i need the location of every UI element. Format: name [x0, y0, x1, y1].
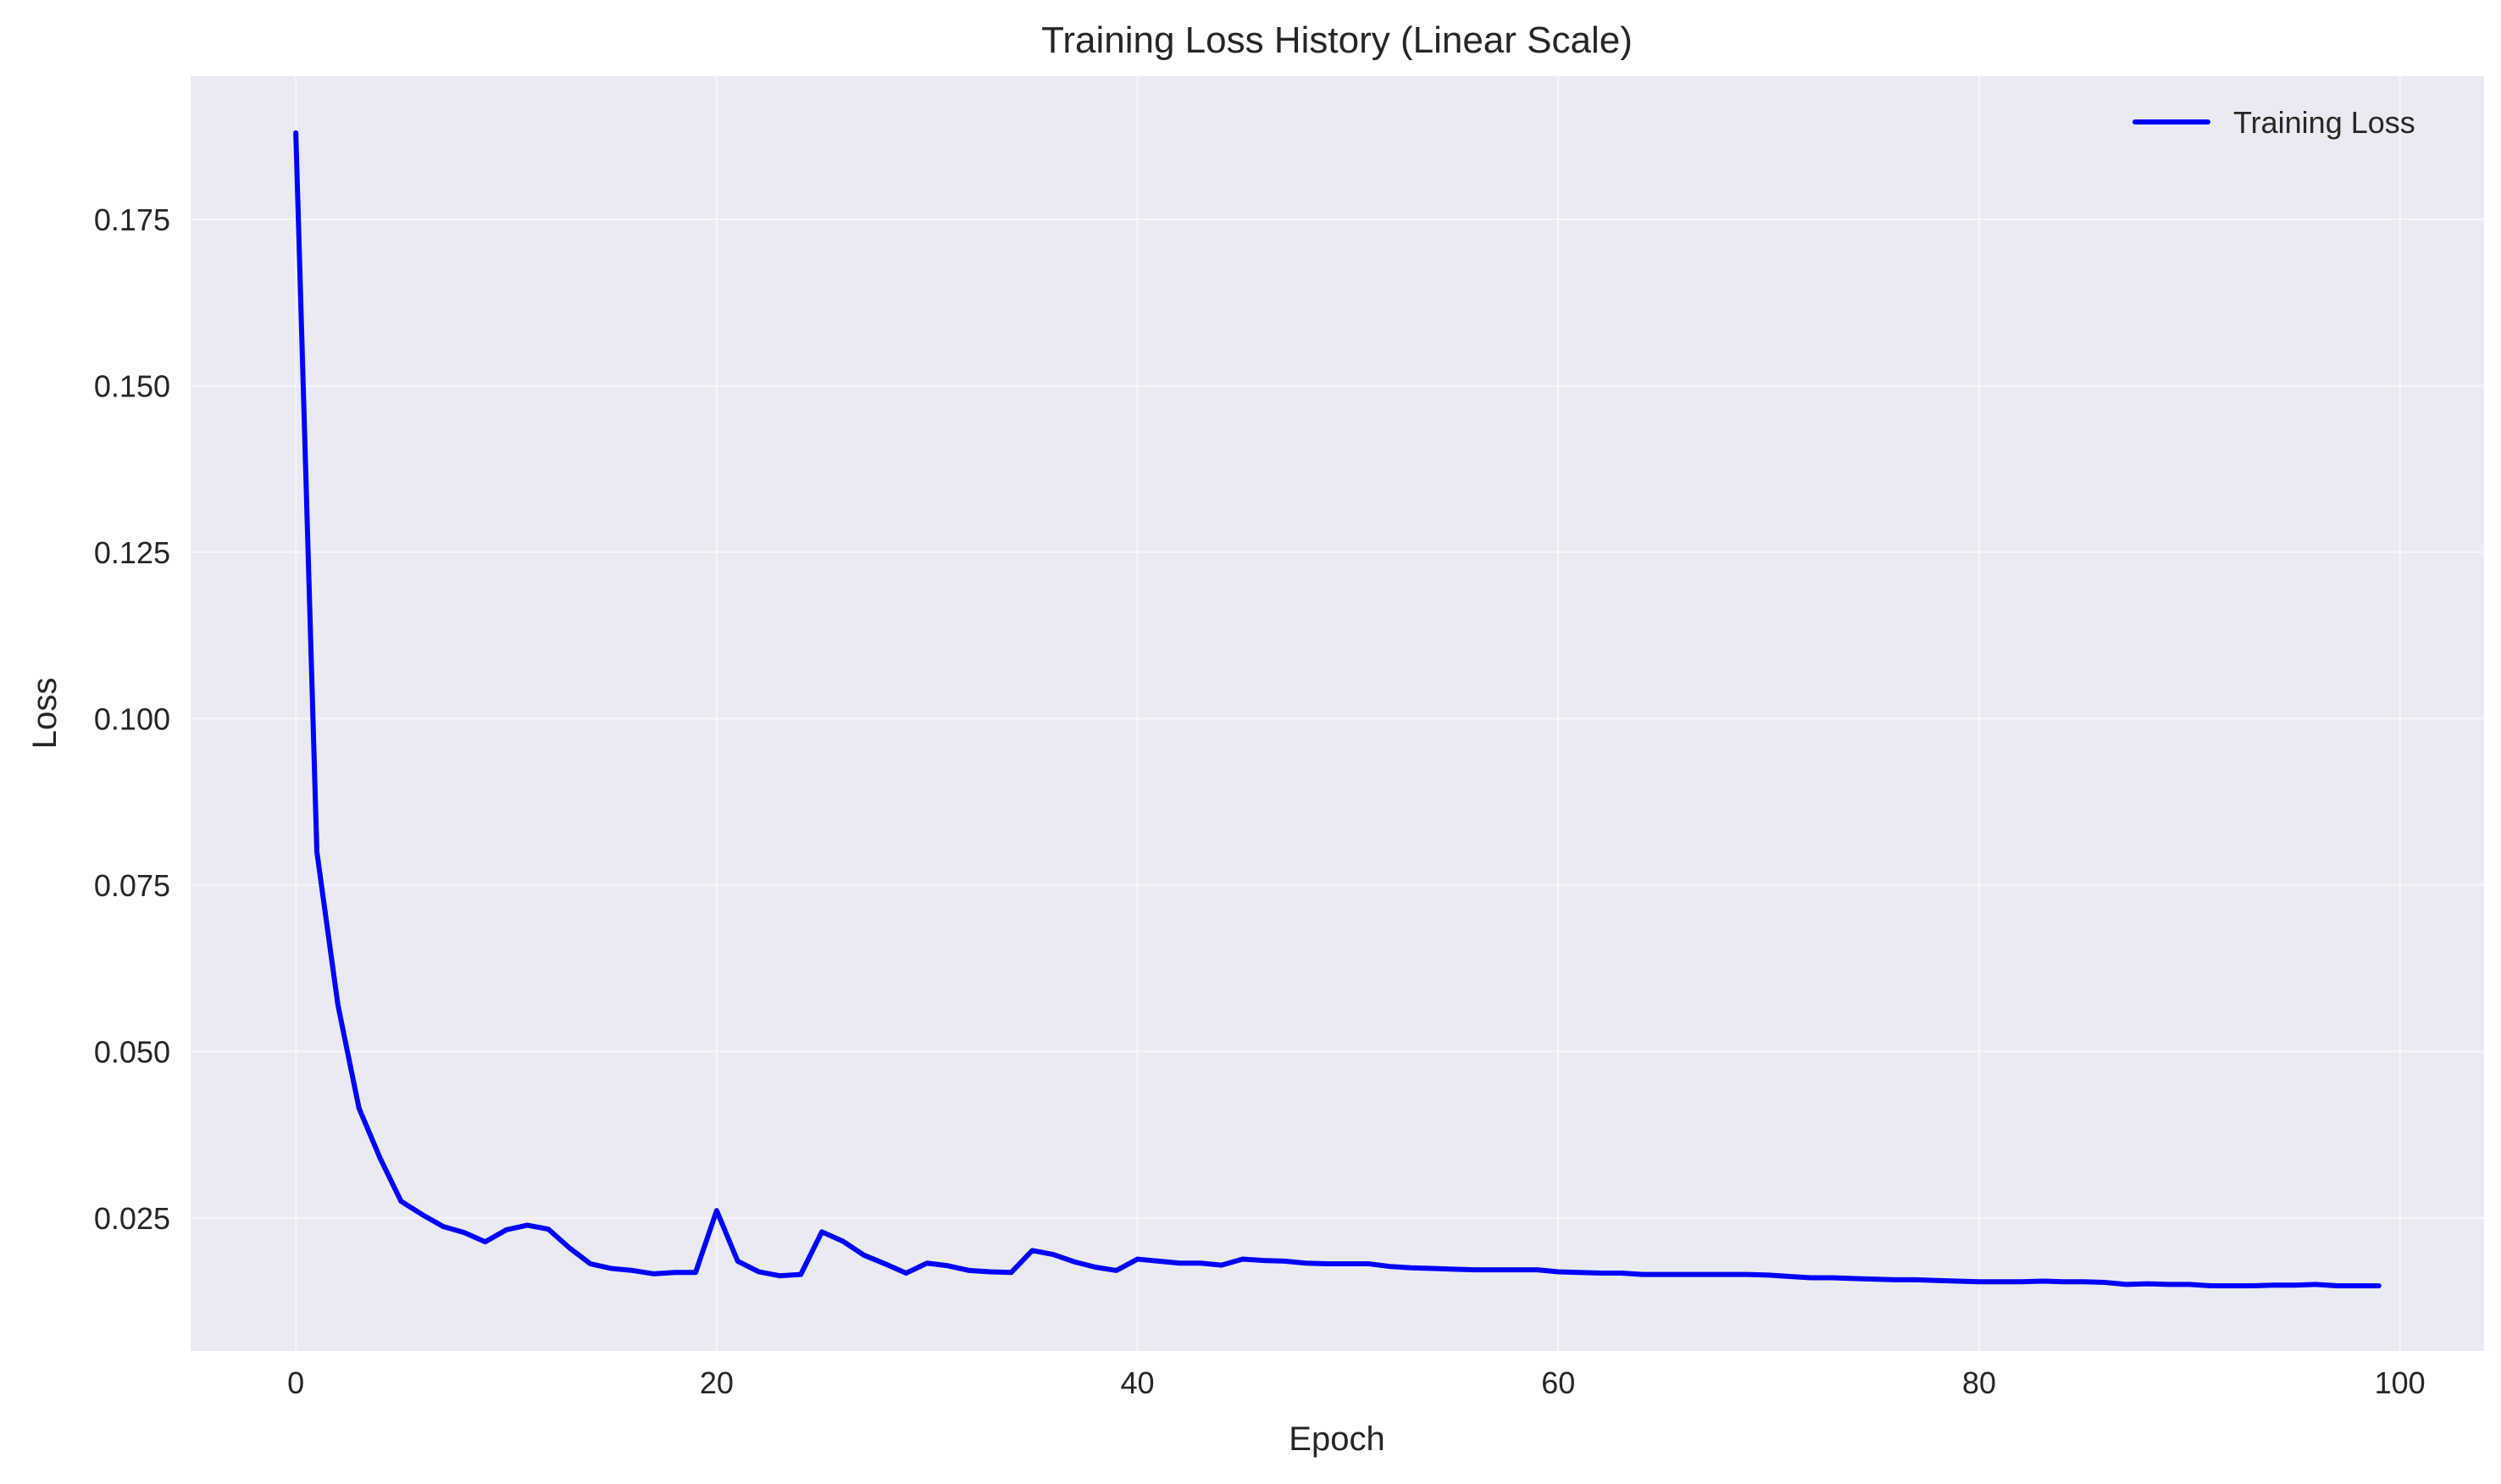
x-tick-label-2: 40 — [1121, 1365, 1155, 1400]
x-tick-label-0: 0 — [287, 1365, 304, 1400]
y-tick-label-6: 0.175 — [94, 202, 170, 237]
legend: Training Loss — [2132, 105, 2415, 140]
x-axis-label: Epoch — [1289, 1420, 1384, 1458]
x-tick-label-1: 20 — [700, 1365, 734, 1400]
y-tick-label-0: 0.025 — [94, 1201, 170, 1236]
y-tick-label-1: 0.050 — [94, 1034, 170, 1069]
x-tick-label-3: 60 — [1541, 1365, 1575, 1400]
y-tick-label-2: 0.075 — [94, 868, 170, 903]
series-line-training-loss — [293, 130, 2382, 1288]
x-axis-ticks: 0 20 40 60 80 100 — [287, 1365, 2426, 1400]
y-tick-label-4: 0.125 — [94, 535, 170, 570]
y-tick-label-3: 0.100 — [94, 701, 170, 736]
grid-lines — [191, 76, 2484, 1351]
legend-label-training-loss: Training Loss — [2233, 105, 2415, 140]
chart-title: Training Loss History (Linear Scale) — [1041, 19, 1633, 61]
y-axis-ticks: 0.025 0.050 0.075 0.100 0.125 0.150 0.175 — [94, 202, 170, 1236]
y-tick-label-5: 0.150 — [94, 368, 170, 403]
y-axis-label: Loss — [26, 678, 64, 750]
x-tick-label-5: 100 — [2375, 1365, 2426, 1400]
series-layer — [293, 130, 2382, 1288]
plot-background — [191, 76, 2484, 1351]
x-tick-label-4: 80 — [1962, 1365, 1996, 1400]
